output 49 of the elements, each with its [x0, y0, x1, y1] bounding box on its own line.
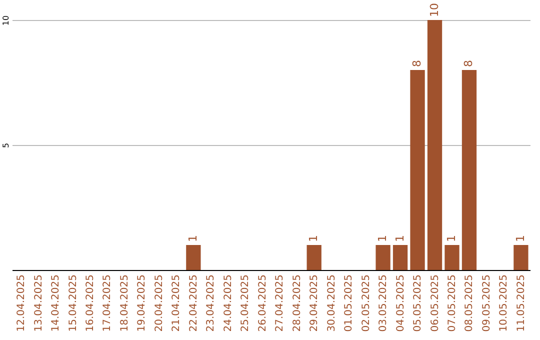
x-tick-label: 02.05.2025 — [360, 274, 372, 332]
x-tick-label: 29.04.2025 — [309, 274, 320, 332]
data-label: 8 — [410, 60, 424, 67]
bar — [186, 245, 201, 270]
x-tick-label: 04.05.2025 — [395, 274, 406, 332]
x-tick-label: 25.04.2025 — [240, 274, 252, 332]
x-tick-label: 22.04.2025 — [188, 274, 200, 332]
x-tick-label: 28.04.2025 — [292, 274, 303, 332]
x-tick-label: 26.04.2025 — [257, 274, 268, 332]
bar — [462, 70, 477, 270]
x-tick-label: 09.05.2025 — [481, 274, 492, 332]
bar — [392, 245, 408, 270]
x-tick-label: 18.04.2025 — [119, 274, 130, 332]
bar — [376, 245, 390, 270]
x-tick-label: 15.04.2025 — [68, 274, 79, 332]
bar — [306, 245, 322, 270]
data-label: 1 — [445, 235, 458, 242]
x-tick-label: 21.04.2025 — [171, 274, 182, 332]
x-tick-label: 03.05.2025 — [378, 274, 390, 332]
x-tick-label: 30.04.2025 — [326, 274, 338, 332]
x-tick-label: 06.05.2025 — [430, 274, 441, 332]
x-tick-label: 13.04.2025 — [33, 274, 44, 332]
x-tick-label: 11.05.2025 — [516, 274, 527, 332]
x-tick-label: 27.04.2025 — [274, 274, 286, 332]
bar — [410, 70, 425, 270]
x-tick-label: 24.04.2025 — [222, 274, 234, 332]
x-tick-label: 17.04.2025 — [102, 274, 114, 332]
x-tick-label: 07.05.2025 — [447, 274, 458, 332]
x-tick-label: 12.04.2025 — [16, 274, 28, 332]
x-tick-label: 16.04.2025 — [85, 274, 96, 332]
data-label: 1 — [376, 235, 390, 242]
x-tick-label: 20.04.2025 — [154, 274, 165, 332]
data-label: 8 — [462, 60, 476, 67]
x-tick-label: 23.04.2025 — [206, 274, 217, 332]
x-tick-label: 01.05.2025 — [344, 274, 355, 332]
data-label: 10 — [428, 3, 441, 17]
data-label: 1 — [186, 235, 200, 242]
x-tick-label: 19.04.2025 — [136, 274, 148, 332]
x-tick-label: 10.05.2025 — [498, 274, 510, 332]
bar — [514, 245, 528, 270]
x-tick-label: 14.04.2025 — [50, 274, 62, 332]
bar — [427, 20, 442, 270]
x-tick-label: 05.05.2025 — [412, 274, 424, 332]
data-label: 1 — [393, 235, 406, 242]
bar — [444, 245, 460, 270]
data-label: 1 — [307, 235, 320, 242]
y-tick-label: 5 — [2, 142, 10, 148]
data-label: 1 — [514, 235, 527, 242]
x-tick-label: 08.05.2025 — [464, 274, 476, 332]
